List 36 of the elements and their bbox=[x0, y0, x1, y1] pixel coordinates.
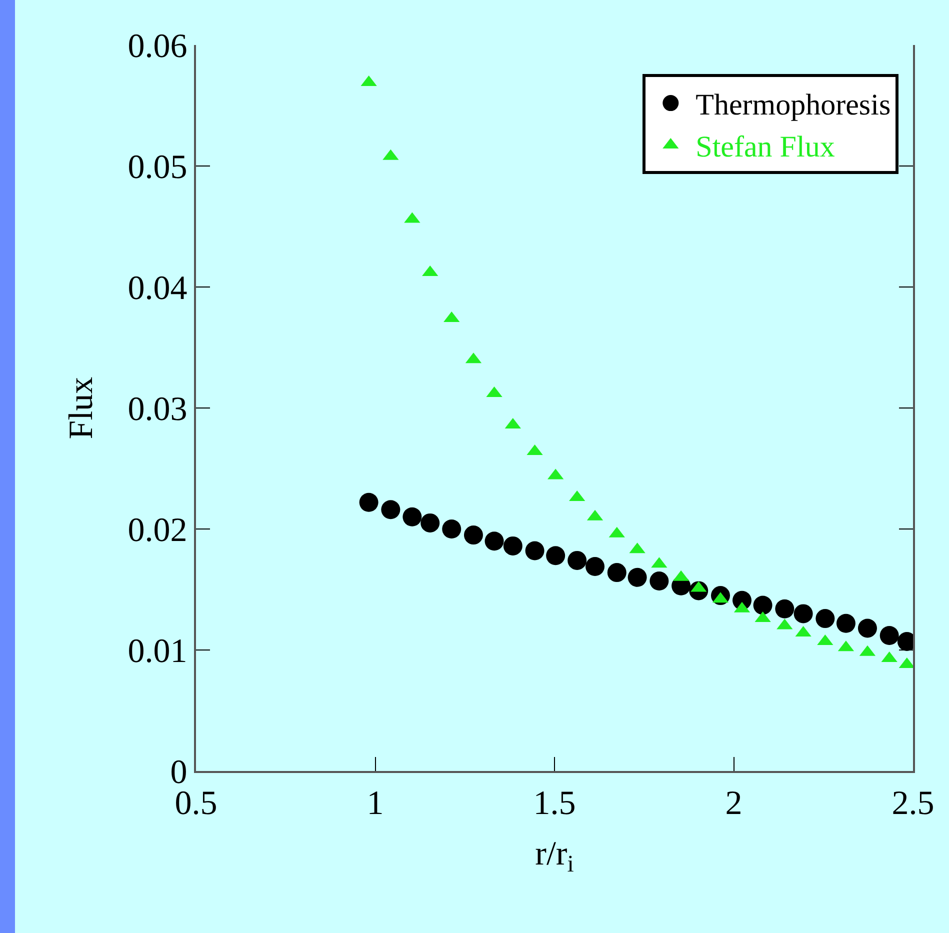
point bbox=[836, 614, 856, 633]
point bbox=[442, 520, 462, 538]
legend-label: Thermophoresis bbox=[696, 88, 891, 122]
point bbox=[464, 526, 483, 545]
legend-label: Stefan Flux bbox=[696, 130, 835, 164]
point bbox=[775, 599, 794, 618]
y-tick-label: 0.03 bbox=[128, 390, 188, 428]
x-tick-label: 2.5 bbox=[892, 784, 934, 822]
point bbox=[359, 492, 378, 512]
y-tick-label: 0.01 bbox=[128, 632, 188, 670]
point bbox=[381, 500, 400, 520]
point bbox=[484, 532, 504, 551]
point bbox=[607, 563, 626, 582]
point bbox=[568, 550, 587, 570]
y-axis-title: Flux bbox=[62, 376, 100, 440]
point bbox=[525, 541, 544, 560]
point bbox=[816, 609, 835, 628]
x-tick-label: 1 bbox=[366, 784, 384, 822]
point bbox=[503, 536, 522, 556]
point bbox=[858, 618, 877, 638]
point bbox=[753, 596, 772, 615]
y-tick-label: 0.02 bbox=[128, 512, 188, 549]
point bbox=[402, 507, 422, 526]
point bbox=[628, 568, 647, 587]
point bbox=[420, 513, 440, 532]
x-axis-title: r/r$_{i}$ bbox=[535, 836, 574, 878]
point bbox=[586, 557, 605, 576]
point bbox=[650, 572, 669, 591]
y-tick-label: 0.06 bbox=[128, 28, 188, 65]
point bbox=[546, 546, 566, 566]
x-tick-label: 1.5 bbox=[533, 784, 576, 822]
y-tick-label: 0.05 bbox=[128, 148, 188, 186]
x-tick-label: 2 bbox=[725, 784, 742, 822]
y-tick-label: 0.04 bbox=[128, 270, 188, 307]
point bbox=[794, 604, 813, 624]
point bbox=[880, 626, 899, 645]
